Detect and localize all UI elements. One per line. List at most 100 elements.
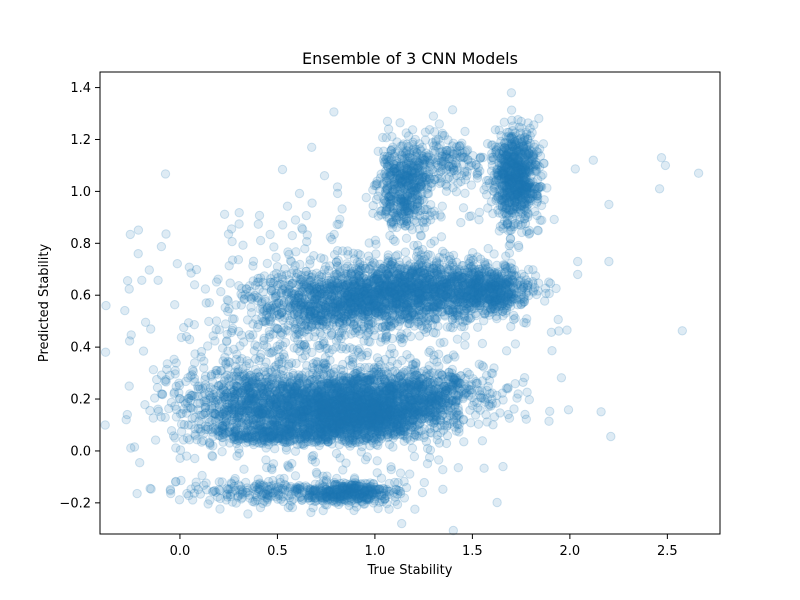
data-point xyxy=(399,390,409,401)
data-point xyxy=(367,415,377,425)
data-point xyxy=(282,410,292,420)
data-point xyxy=(352,383,362,393)
data-point xyxy=(229,393,240,403)
data-point xyxy=(221,417,231,427)
data-point xyxy=(415,383,425,393)
data-point xyxy=(284,381,294,391)
data-point xyxy=(245,419,255,429)
data-point xyxy=(258,397,269,408)
data-point xyxy=(389,400,399,411)
data-point xyxy=(389,408,399,418)
data-point xyxy=(376,375,386,385)
data-point xyxy=(402,415,413,425)
data-point xyxy=(164,403,174,414)
data-point xyxy=(323,406,333,416)
data-point xyxy=(329,408,339,418)
data-point xyxy=(301,401,311,411)
data-point xyxy=(204,391,215,401)
data-point xyxy=(244,390,255,400)
data-point xyxy=(385,410,395,420)
data-point xyxy=(449,375,460,385)
data-point xyxy=(294,388,304,398)
data-point xyxy=(254,405,265,415)
data-point xyxy=(379,427,390,437)
data-point xyxy=(196,437,207,447)
data-point xyxy=(314,396,324,406)
data-point xyxy=(335,407,345,417)
data-point xyxy=(257,409,267,420)
data-point xyxy=(277,381,287,392)
data-point xyxy=(315,380,325,390)
data-point xyxy=(302,383,312,393)
data-point xyxy=(246,393,256,404)
data-point xyxy=(306,399,317,409)
data-point xyxy=(343,411,354,421)
data-point xyxy=(331,377,341,388)
data-point xyxy=(291,358,301,369)
data-point xyxy=(170,369,180,379)
data-point xyxy=(431,415,442,425)
data-point xyxy=(283,397,293,407)
data-point xyxy=(287,420,297,430)
data-point xyxy=(378,411,389,422)
data-point xyxy=(302,397,312,407)
data-point xyxy=(245,407,255,417)
data-point xyxy=(380,385,390,395)
data-point xyxy=(213,414,224,424)
data-point xyxy=(392,369,403,379)
data-point xyxy=(443,393,453,404)
data-point xyxy=(344,397,354,407)
data-point xyxy=(320,360,330,370)
data-point xyxy=(253,409,263,419)
data-point xyxy=(275,382,286,393)
data-point xyxy=(145,405,155,416)
data-point xyxy=(247,379,258,389)
data-point xyxy=(385,377,396,387)
data-point xyxy=(246,391,256,401)
scatter-points xyxy=(100,88,704,536)
data-point xyxy=(491,398,501,408)
data-point xyxy=(381,400,392,411)
data-point xyxy=(256,409,266,420)
data-point xyxy=(328,396,339,406)
data-point xyxy=(351,401,361,412)
data-point xyxy=(324,399,335,409)
data-point xyxy=(323,398,333,408)
data-point xyxy=(388,413,398,423)
data-point xyxy=(376,389,386,400)
data-point xyxy=(410,393,420,403)
data-point xyxy=(317,392,328,402)
data-point xyxy=(325,417,335,427)
data-point xyxy=(302,404,312,414)
data-point xyxy=(393,421,403,431)
data-point xyxy=(200,402,211,413)
data-point xyxy=(315,395,325,405)
data-point xyxy=(342,429,352,440)
data-point xyxy=(213,380,224,391)
data-point xyxy=(237,418,248,428)
data-point xyxy=(315,415,325,426)
data-point xyxy=(304,406,315,416)
data-point xyxy=(328,398,338,409)
data-point xyxy=(298,428,309,438)
data-point xyxy=(285,406,295,417)
data-point xyxy=(327,421,338,432)
data-point xyxy=(435,415,445,425)
data-point xyxy=(328,370,339,380)
data-point xyxy=(325,408,336,418)
data-point xyxy=(293,373,304,383)
data-point xyxy=(170,401,180,411)
data-point xyxy=(291,391,302,401)
data-point xyxy=(328,396,338,407)
data-point xyxy=(196,426,206,437)
data-point xyxy=(231,381,241,391)
data-point xyxy=(426,391,437,402)
data-point xyxy=(274,432,285,443)
data-point xyxy=(227,400,237,410)
data-point xyxy=(270,425,281,436)
data-point xyxy=(391,401,402,411)
data-point xyxy=(316,384,326,394)
data-point xyxy=(333,384,343,394)
data-point xyxy=(295,406,305,416)
data-point xyxy=(314,408,325,419)
